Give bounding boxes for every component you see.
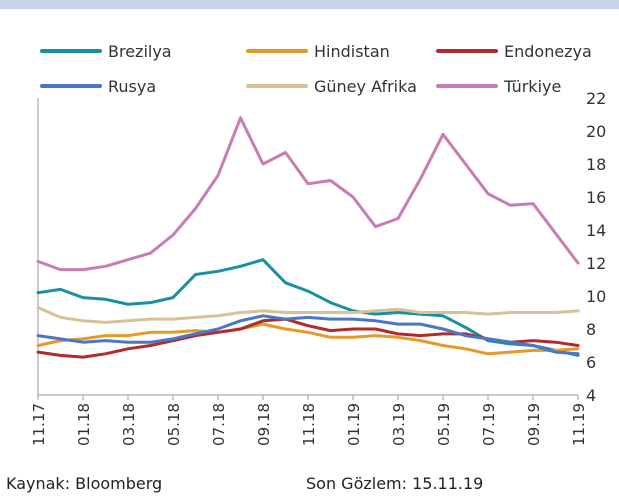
y-tick-label: 6 <box>586 353 596 372</box>
series-line-t-rkiye <box>36 116 580 272</box>
series-layer <box>36 116 580 359</box>
y-tick-label: 14 <box>586 221 606 240</box>
x-tick-label: 11.17 <box>30 403 48 446</box>
y-tick-label: 16 <box>586 188 606 207</box>
x-tick-label: 03.19 <box>390 403 408 446</box>
y-tick-label: 8 <box>586 320 596 339</box>
x-tick-label: 11.19 <box>570 403 588 446</box>
y-tick-label: 20 <box>586 122 606 141</box>
legend-label-g-ney-afrika: Güney Afrika <box>314 77 417 96</box>
series-line-brezilya <box>36 258 580 357</box>
x-tick-label: 09.19 <box>525 403 543 446</box>
last-observation-note: Son Gözlem: 15.11.19 <box>306 474 484 493</box>
series-line-rusya <box>36 314 580 356</box>
top-border-bar <box>0 0 619 9</box>
y-tick-label: 10 <box>586 287 606 306</box>
source-note: Kaynak: Bloomberg <box>6 474 163 493</box>
x-tick-label: 03.18 <box>120 403 138 446</box>
legend-label-hindistan: Hindistan <box>314 42 390 61</box>
series-line-endonezya <box>36 317 580 359</box>
y-tick-label: 4 <box>586 386 596 405</box>
series-line-hindistan <box>36 322 580 356</box>
x-tick-label: 01.18 <box>75 403 93 446</box>
x-tick-label: 05.18 <box>165 403 183 446</box>
x-axis: 11.17 01.18 03.18 05.18 07.18 09.18 11.18 01.19… <box>30 395 588 446</box>
legend-label-rusya: Rusya <box>108 77 156 96</box>
series-line-g-ney-afrika <box>36 306 580 324</box>
y-axis: 4 6 8 10 12 14 16 18 20 22 <box>586 89 606 405</box>
y-tick-label: 22 <box>586 89 606 108</box>
x-tick-label: 07.18 <box>210 403 228 446</box>
x-tick-label: 07.19 <box>480 403 498 446</box>
legend-label-brezilya: Brezilya <box>108 42 172 61</box>
legend-label-endonezya: Endonezya <box>504 42 592 61</box>
x-tick-label: 05.19 <box>435 403 453 446</box>
y-tick-label: 12 <box>586 254 606 273</box>
legend-label-t-rkiye: Türkiye <box>503 77 561 96</box>
x-tick-label: 11.18 <box>300 403 318 446</box>
x-tick-label: 09.18 <box>255 403 273 446</box>
y-tick-label: 18 <box>586 155 606 174</box>
x-tick-label: 01.19 <box>345 403 363 446</box>
legend: Brezilya Hindistan Endonezya Rusya Güney Afr… <box>40 42 592 96</box>
